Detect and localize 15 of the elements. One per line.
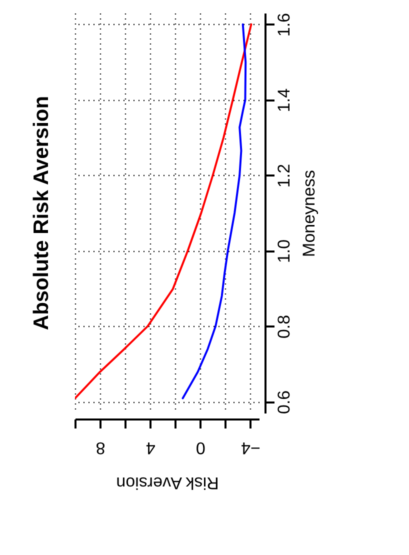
x-axis-title: Risk Aversion xyxy=(116,474,219,492)
line-series xyxy=(75,23,252,400)
text: Absolute Risk Aversion xyxy=(30,96,53,330)
y-tick-label: 1.0 xyxy=(274,239,294,264)
y-tick-label: 1.4 xyxy=(274,88,294,112)
x-tick-label: 0 xyxy=(196,438,206,458)
y-tick-label: 1.2 xyxy=(274,164,294,188)
y-axis-title: Moneyness xyxy=(300,170,318,257)
y-tick-label: 0.6 xyxy=(274,390,294,414)
y-tick-label: 1.6 xyxy=(274,13,294,37)
x-tick-label: 4 xyxy=(146,438,156,458)
line-series xyxy=(182,23,247,400)
y-tick-label: 0.8 xyxy=(274,314,294,339)
x-tick-label: 8 xyxy=(96,438,106,458)
x-tick-label: −4 xyxy=(241,438,260,458)
